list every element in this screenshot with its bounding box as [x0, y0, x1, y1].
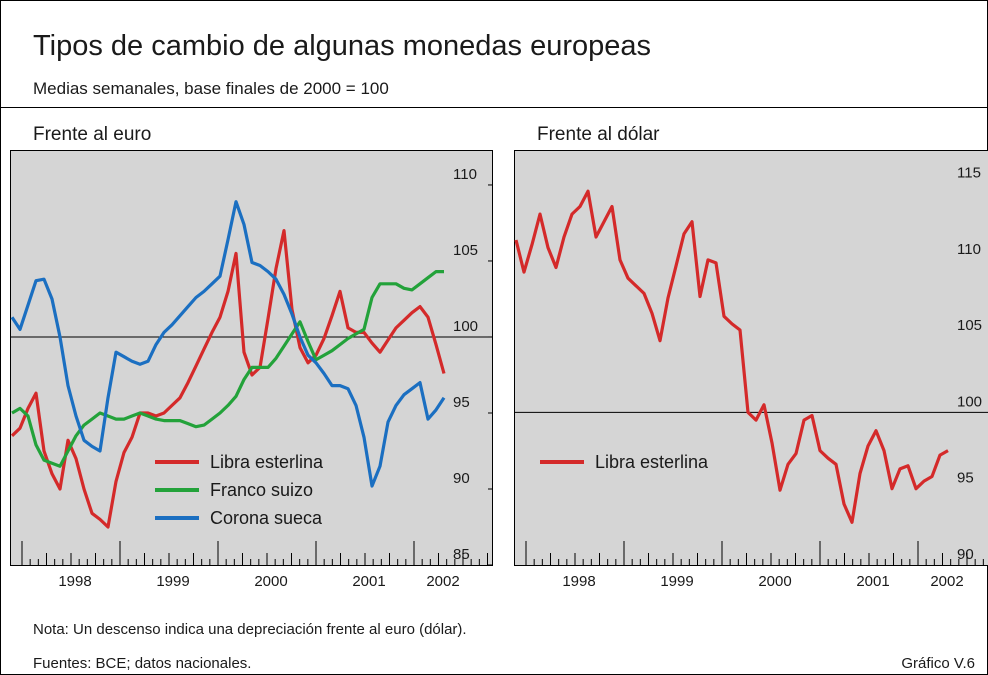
y-tick-label: 95 — [957, 470, 974, 487]
x-tick-label: 2001 — [352, 573, 385, 590]
y-tick-label: 110 — [957, 241, 981, 258]
subtitle: Medias semanales, base finales de 2000 =… — [33, 79, 389, 98]
plot-area — [514, 150, 988, 566]
series-line — [514, 189, 949, 524]
y-tick-label: 90 — [453, 470, 470, 487]
y-tick-label: 110 — [453, 166, 477, 183]
y-tick-label: 105 — [453, 242, 478, 259]
legend-label: Libra esterlina — [595, 452, 709, 472]
y-tick-label: 100 — [453, 318, 478, 335]
x-tick-label: 1998 — [562, 573, 595, 590]
y-tick-label: 85 — [453, 546, 470, 563]
x-tick-label: 1999 — [156, 573, 189, 590]
x-tick-label: 2002 — [930, 573, 963, 590]
plot-area — [10, 150, 493, 566]
legend-label: Franco suizo — [210, 480, 313, 500]
x-tick-label: 2001 — [856, 573, 889, 590]
x-tick-label: 2000 — [758, 573, 791, 590]
y-tick-label: 95 — [453, 394, 470, 411]
legend-label: Corona sueca — [210, 508, 323, 528]
y-tick-label: 115 — [957, 165, 981, 182]
panel-title: Frente al euro — [33, 124, 151, 145]
y-tick-label: 90 — [957, 546, 974, 563]
series-line — [11, 270, 444, 468]
legend-label: Libra esterlina — [210, 452, 324, 472]
source: Fuentes: BCE; datos nacionales. — [33, 655, 251, 672]
y-tick-label: 100 — [957, 393, 982, 410]
x-tick-label: 2000 — [254, 573, 287, 590]
note: Nota: Un descenso indica una depreciació… — [33, 621, 467, 638]
title: Tipos de cambio de algunas monedas europ… — [33, 30, 651, 62]
x-tick-label: 1998 — [58, 573, 91, 590]
x-tick-label: 2002 — [426, 573, 459, 590]
y-tick-label: 105 — [957, 317, 982, 334]
x-tick-label: 1999 — [660, 573, 693, 590]
series-line — [10, 229, 446, 529]
figure-label: Gráfico V.6 — [901, 655, 975, 672]
series-line — [10, 200, 446, 488]
panel-title: Frente al dólar — [537, 124, 660, 145]
